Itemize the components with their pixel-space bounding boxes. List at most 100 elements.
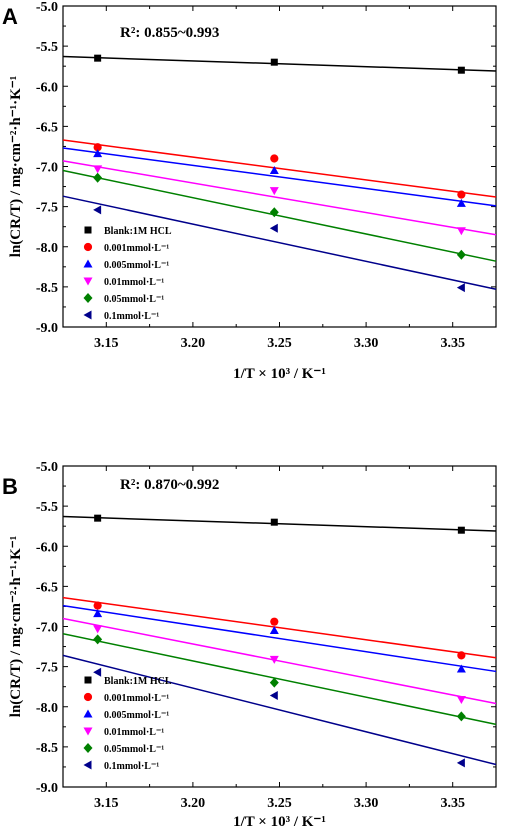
x-tick-label: 3.20	[181, 796, 206, 811]
fit-line-series-1	[62, 139, 497, 198]
data-point-series-0	[457, 526, 465, 534]
data-point-series-0	[270, 58, 278, 66]
legend-marker	[83, 259, 93, 268]
y-tick-label: -5.5	[36, 500, 58, 515]
legend-label: 0.01mmol·L⁻¹	[104, 277, 164, 288]
data-point-series-0	[94, 514, 102, 522]
fit-line-series-2	[62, 604, 497, 673]
y-tick-label: -8.5	[36, 281, 58, 296]
y-tick-label: -6.0	[36, 540, 58, 555]
data-point-series-2	[269, 626, 279, 635]
legend-marker	[83, 310, 92, 320]
fit-line-series-1	[62, 596, 497, 659]
data-point-series-1	[270, 617, 279, 626]
x-axis-title: 1/T × 10³ / K⁻¹	[233, 366, 326, 382]
data-point-series-3	[456, 227, 466, 236]
fit-line-series-3	[62, 617, 497, 705]
data-point-series-2	[93, 149, 103, 158]
fit-line-series-5	[62, 195, 497, 291]
legend-marker	[83, 293, 93, 303]
legend-label: 0.1mmol·L⁻¹	[104, 761, 159, 772]
data-point-series-3	[269, 655, 279, 664]
legend-marker	[83, 709, 93, 718]
data-point-series-3	[93, 625, 103, 634]
r2-annotation: R²: 0.870~0.992	[120, 477, 219, 493]
y-tick-label: -6.5	[36, 580, 58, 595]
chart-panel-a: A -5.0 -5.5 -6.0 -6.5 -7.0 -7.5 -8.0 -8.5 -9.0 3.1…	[2, 0, 497, 382]
data-point-series-2	[269, 166, 279, 175]
data-point-series-4	[93, 634, 103, 645]
y-tick-label: -7.5	[36, 201, 58, 216]
y-tick-label: -8.5	[36, 741, 58, 756]
x-tick-label: 3.30	[354, 796, 379, 811]
data-point-series-4	[269, 207, 279, 218]
fit-line-series-0	[62, 55, 497, 72]
data-point-series-5	[93, 667, 102, 677]
y-tick-label: -7.0	[36, 621, 58, 636]
fit-line-series-4	[62, 169, 497, 262]
data-point-series-3	[93, 165, 103, 174]
legend-label: 0.001mmol·L⁻¹	[104, 693, 169, 704]
legend-label: 0.001mmol·L⁻¹	[104, 243, 169, 254]
data-point-series-1	[270, 154, 279, 163]
data-point-series-2	[456, 664, 466, 673]
data-point-series-2	[93, 609, 103, 618]
fit-line-series-2	[62, 147, 497, 207]
data-point-series-0	[270, 518, 278, 526]
x-tick-label: 3.20	[181, 336, 206, 351]
data-point-series-4	[269, 677, 279, 688]
legend-marker	[84, 226, 92, 234]
legend-label: 0.01mmol·L⁻¹	[104, 727, 164, 738]
y-tick-label: -6.5	[36, 120, 58, 135]
y-tick-label: -7.5	[36, 661, 58, 676]
data-point-series-4	[93, 172, 103, 183]
y-axis-title: ln(CR/T) / mg·cm⁻²·h⁻¹·K⁻¹	[8, 536, 24, 717]
x-axis-title: 1/T × 10³ / K⁻¹	[233, 814, 326, 830]
r2-annotation: R²: 0.855~0.993	[120, 25, 219, 41]
x-tick-label: 3.15	[94, 336, 119, 351]
y-tick-label: -5.0	[36, 0, 58, 15]
fit-line-series-3	[62, 160, 497, 236]
legend-marker	[83, 760, 92, 770]
y-tick-label: -8.0	[36, 701, 58, 716]
chart-panel-b: B -5.0 -5.5 -6.0 -6.5 -7.0 -7.5 -8.0 -8.5 -9.0 3.1…	[2, 460, 497, 830]
data-point-series-1	[457, 651, 466, 660]
y-tick-label: -9.0	[36, 321, 58, 336]
data-point-series-5	[93, 205, 102, 215]
panel-letter: B	[2, 474, 18, 499]
legend-marker	[84, 676, 92, 684]
data-point-series-5	[456, 283, 465, 293]
fit-line-series-0	[62, 515, 497, 532]
legend-label: 0.05mmol·L⁻¹	[104, 294, 164, 305]
fit-line-series-4	[62, 632, 497, 726]
data-point-series-0	[457, 66, 465, 74]
plot-frame	[62, 465, 497, 788]
x-tick-label: 3.15	[94, 796, 119, 811]
legend-marker	[83, 743, 93, 753]
y-axis-title: ln(CR/T) / mg·cm⁻²·h⁻¹·K⁻¹	[8, 76, 24, 257]
y-tick-label: -5.0	[36, 460, 58, 475]
legend-marker	[83, 277, 93, 286]
y-tick-label: -6.0	[36, 80, 58, 95]
data-point-series-2	[456, 198, 466, 207]
x-tick-label: 3.25	[267, 336, 292, 351]
y-tick-label: -7.0	[36, 161, 58, 176]
data-point-series-5	[269, 223, 278, 233]
legend-marker	[83, 727, 93, 736]
data-point-series-5	[456, 758, 465, 768]
data-point-series-1	[93, 143, 102, 152]
legend-marker	[83, 692, 93, 702]
y-tick-label: -8.0	[36, 241, 58, 256]
data-point-series-4	[456, 249, 466, 260]
x-tick-label: 3.35	[440, 336, 465, 351]
data-point-series-0	[94, 54, 102, 62]
x-tick-label: 3.35	[440, 796, 465, 811]
y-tick-label: -5.5	[36, 40, 58, 55]
y-tick-label: -9.0	[36, 781, 58, 796]
x-tick-label: 3.30	[354, 336, 379, 351]
legend-label: 0.005mmol·L⁻¹	[104, 260, 169, 271]
panel-letter: A	[2, 4, 18, 29]
legend-label: Blank:1M HCL	[104, 226, 172, 237]
data-point-series-4	[456, 711, 466, 722]
x-tick-label: 3.25	[267, 796, 292, 811]
